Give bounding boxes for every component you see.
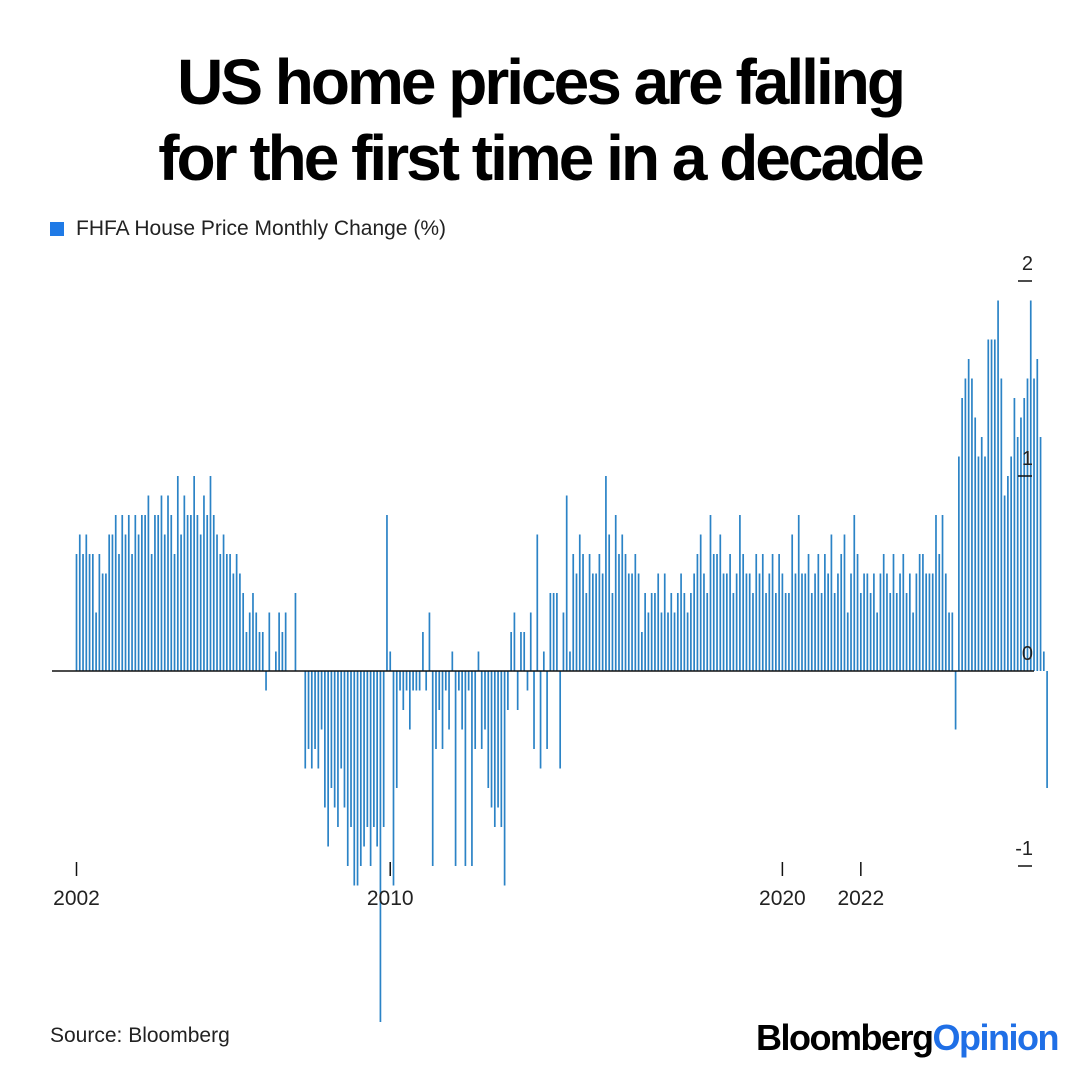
legend-label: FHFA House Price Monthly Change (%) <box>76 217 446 240</box>
brand-logo-part-1: Bloomberg <box>756 1017 934 1058</box>
y-tick-label: 1 <box>1022 448 1033 470</box>
x-tick-label: 2010 <box>367 887 414 910</box>
chart-title-line-2: for the first time in a decade <box>158 122 925 194</box>
y-tick-label: 0 <box>1022 643 1033 665</box>
y-tick-label: 2 <box>1022 253 1033 275</box>
chart-title: US home prices are falling for the first… <box>0 44 1080 196</box>
chart-legend: FHFA House Price Monthly Change (%) <box>50 217 446 241</box>
chart-title-line-1: US home prices are falling <box>177 46 906 118</box>
x-tick-label: 2002 <box>53 887 100 910</box>
x-tick-label: 2020 <box>759 887 806 910</box>
source-note: Source: Bloomberg <box>50 1024 230 1047</box>
x-tick-label: 2022 <box>837 887 884 910</box>
y-tick-label: -1 <box>1015 838 1033 860</box>
brand-logo: BloombergOpinion <box>756 1017 1060 1059</box>
legend-swatch <box>50 222 64 236</box>
brand-logo-part-2: Opinion <box>932 1017 1060 1058</box>
